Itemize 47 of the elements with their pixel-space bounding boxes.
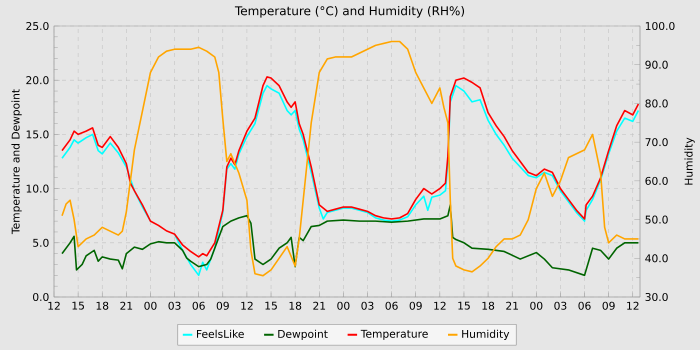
y-tick-label: 20.0 bbox=[26, 76, 49, 84]
x-tick-label: 06 bbox=[578, 302, 591, 310]
y2-tick-label: 30.0 bbox=[646, 292, 668, 302]
legend-label: Temperature bbox=[360, 330, 428, 340]
y-tick-label: 5.0 bbox=[33, 238, 49, 247]
x-tick-label: 00 bbox=[144, 302, 157, 310]
x-tick-label: 00 bbox=[337, 302, 350, 310]
x-tick-label: 03 bbox=[361, 302, 374, 310]
y2-tick-label: 70.0 bbox=[646, 138, 668, 146]
y-tick-label: 10.0 bbox=[26, 184, 49, 193]
x-tick-label: 18 bbox=[482, 302, 494, 310]
y2-tick-label: 100.0 bbox=[646, 22, 675, 30]
x-tick-label: 21 bbox=[120, 302, 132, 310]
y2-tick-label: 40.0 bbox=[645, 254, 668, 262]
y2-tick-label: 60.0 bbox=[645, 176, 668, 185]
x-tick-label: 06 bbox=[192, 302, 205, 310]
y2-tick-label: 80.0 bbox=[645, 99, 668, 108]
x-tick-label: 03 bbox=[554, 302, 566, 310]
y2-tick-label: 90.0 bbox=[645, 60, 668, 69]
legend-label: Humidity bbox=[462, 330, 510, 340]
x-tick-label: 18 bbox=[96, 302, 108, 310]
line-series bbox=[61, 204, 640, 276]
x-tick-label: 06 bbox=[386, 302, 398, 310]
x-tick-label: 12 bbox=[48, 302, 60, 310]
x-tick-label: 21 bbox=[313, 302, 326, 310]
legend-label: FeelsLike bbox=[197, 330, 244, 338]
y2-tick-label: 50.0 bbox=[646, 216, 668, 224]
x-tick-label: 15 bbox=[72, 302, 84, 310]
x-tick-label: 21 bbox=[506, 302, 518, 310]
y-tick-label: 15.0 bbox=[26, 130, 49, 138]
y-tick-label: 0.0 bbox=[33, 292, 49, 302]
y-axis-title: Temperature and Dewpoint bbox=[11, 89, 22, 234]
x-tick-label: 12 bbox=[627, 302, 638, 310]
x-tick-label: 03 bbox=[168, 302, 181, 310]
x-tick-label: 00 bbox=[530, 302, 542, 310]
x-tick-label: 09 bbox=[216, 302, 229, 310]
y2-axis-title: Humidity bbox=[684, 138, 695, 185]
x-tick-label: 09 bbox=[602, 302, 615, 310]
x-tick-label: 15 bbox=[458, 302, 470, 310]
x-tick-label: 09 bbox=[410, 302, 422, 310]
chart-title: Temperature (°C) and Humidity (RH%) bbox=[234, 6, 464, 18]
x-tick-label: 12 bbox=[434, 302, 446, 310]
y-tick-label: 25.0 bbox=[26, 22, 49, 30]
x-tick-label: 18 bbox=[290, 302, 302, 310]
legend-label: Dewpoint bbox=[278, 330, 328, 340]
x-tick-label: 15 bbox=[265, 302, 277, 310]
x-tick-label: 12 bbox=[241, 302, 253, 310]
